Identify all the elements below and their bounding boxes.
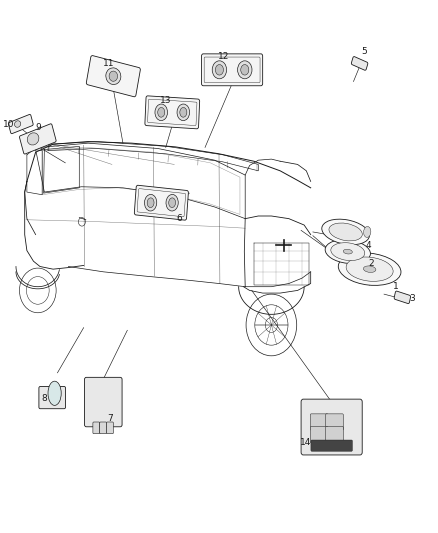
FancyBboxPatch shape	[394, 291, 410, 304]
FancyBboxPatch shape	[19, 124, 56, 154]
Ellipse shape	[215, 64, 223, 75]
Ellipse shape	[329, 223, 362, 241]
FancyBboxPatch shape	[8, 115, 33, 134]
Ellipse shape	[169, 198, 176, 207]
Text: 9: 9	[35, 123, 41, 132]
Ellipse shape	[343, 249, 352, 254]
Ellipse shape	[158, 108, 165, 117]
Ellipse shape	[180, 108, 187, 117]
Text: 5: 5	[361, 47, 367, 56]
Text: 12: 12	[218, 52, 229, 61]
Ellipse shape	[364, 227, 371, 237]
FancyBboxPatch shape	[134, 185, 188, 220]
Ellipse shape	[338, 253, 401, 285]
Ellipse shape	[48, 381, 61, 406]
Text: 4: 4	[365, 241, 371, 250]
Ellipse shape	[241, 64, 249, 75]
Text: 7: 7	[107, 414, 113, 423]
FancyBboxPatch shape	[86, 55, 140, 97]
FancyBboxPatch shape	[145, 96, 200, 129]
Text: 13: 13	[160, 96, 172, 105]
FancyBboxPatch shape	[39, 386, 66, 409]
FancyBboxPatch shape	[311, 414, 328, 430]
Ellipse shape	[106, 68, 121, 85]
FancyBboxPatch shape	[311, 440, 353, 451]
FancyBboxPatch shape	[351, 56, 368, 70]
Text: 6: 6	[177, 214, 183, 223]
Ellipse shape	[212, 61, 226, 79]
Ellipse shape	[322, 219, 369, 245]
FancyBboxPatch shape	[311, 426, 328, 443]
Ellipse shape	[27, 133, 39, 145]
Ellipse shape	[346, 257, 393, 281]
Text: 14: 14	[300, 439, 311, 448]
Text: 11: 11	[103, 59, 115, 68]
Text: 3: 3	[409, 294, 415, 303]
Ellipse shape	[147, 198, 154, 207]
FancyBboxPatch shape	[85, 377, 122, 427]
FancyBboxPatch shape	[100, 422, 106, 434]
Ellipse shape	[145, 195, 157, 211]
Ellipse shape	[364, 266, 376, 272]
Text: 1: 1	[393, 282, 399, 291]
Text: 10: 10	[3, 119, 14, 128]
Text: 8: 8	[42, 394, 47, 403]
FancyBboxPatch shape	[201, 54, 263, 86]
Ellipse shape	[14, 121, 21, 127]
Text: 2: 2	[368, 260, 374, 268]
FancyBboxPatch shape	[301, 399, 362, 455]
Ellipse shape	[325, 240, 371, 263]
Ellipse shape	[155, 104, 167, 120]
FancyBboxPatch shape	[326, 414, 343, 430]
FancyBboxPatch shape	[326, 426, 343, 443]
FancyBboxPatch shape	[106, 422, 113, 434]
FancyBboxPatch shape	[93, 422, 100, 434]
Ellipse shape	[166, 195, 178, 211]
Ellipse shape	[331, 243, 365, 261]
Ellipse shape	[109, 71, 117, 82]
Ellipse shape	[177, 104, 190, 120]
Ellipse shape	[237, 61, 252, 79]
